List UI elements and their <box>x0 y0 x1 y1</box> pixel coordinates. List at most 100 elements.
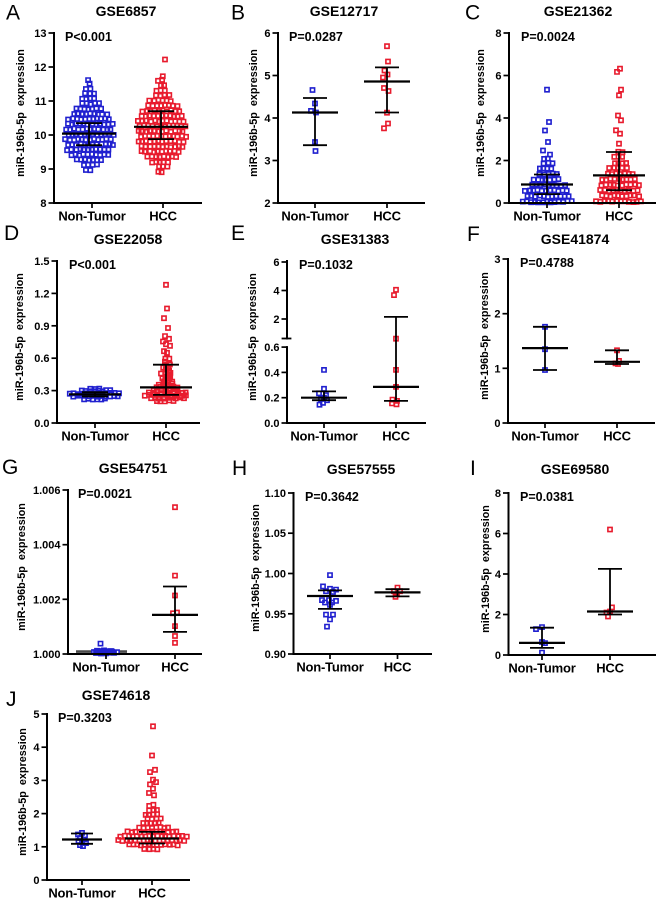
svg-text:miR-196b-5p expression: miR-196b-5p expression <box>17 728 29 856</box>
svg-text:C: C <box>465 2 480 25</box>
svg-text:Non-Tumor: Non-Tumor <box>48 886 115 900</box>
svg-text:HCC: HCC <box>603 429 631 444</box>
svg-text:Non-Tumor: Non-Tumor <box>72 660 139 675</box>
svg-text:4: 4 <box>495 113 502 125</box>
svg-text:4: 4 <box>33 742 40 754</box>
svg-text:P=0.3642: P=0.3642 <box>305 490 359 504</box>
svg-text:P=0.0381: P=0.0381 <box>520 490 574 504</box>
svg-text:HCC: HCC <box>152 429 180 444</box>
svg-text:GSE21362: GSE21362 <box>544 3 613 19</box>
svg-text:miR-196b-5p expression: miR-196b-5p expression <box>479 272 491 400</box>
svg-text:HCC: HCC <box>384 660 412 675</box>
svg-text:6: 6 <box>495 71 501 83</box>
svg-text:Non-Tumor: Non-Tumor <box>58 209 125 224</box>
svg-text:GSE69580: GSE69580 <box>541 461 610 477</box>
svg-text:0: 0 <box>495 650 501 662</box>
svg-text:miR-196b-5p expression: miR-196b-5p expression <box>14 273 26 401</box>
svg-text:miR-196b-5p expression: miR-196b-5p expression <box>480 505 492 633</box>
svg-text:6: 6 <box>495 529 501 541</box>
svg-text:4: 4 <box>264 113 271 125</box>
svg-text:miR-196b-5p expression: miR-196b-5p expression <box>248 49 260 177</box>
svg-text:GSE41874: GSE41874 <box>541 231 610 247</box>
svg-text:GSE31383: GSE31383 <box>321 231 390 247</box>
svg-text:HCC: HCC <box>596 661 624 676</box>
svg-text:HCC: HCC <box>382 429 410 444</box>
svg-text:Non-Tumor: Non-Tumor <box>508 661 575 676</box>
svg-text:6: 6 <box>273 257 279 269</box>
svg-text:5: 5 <box>33 709 39 721</box>
svg-text:HCC: HCC <box>149 209 177 224</box>
svg-text:12: 12 <box>34 62 46 74</box>
svg-text:B: B <box>231 2 245 25</box>
svg-text:1.002: 1.002 <box>33 594 61 606</box>
svg-text:miR-196b-5p expression: miR-196b-5p expression <box>16 503 28 631</box>
svg-text:1.05: 1.05 <box>265 528 286 540</box>
svg-text:2: 2 <box>495 156 501 168</box>
svg-text:1.10: 1.10 <box>265 488 286 500</box>
svg-text:9: 9 <box>40 164 46 176</box>
svg-text:E: E <box>231 222 245 245</box>
svg-text:G: G <box>2 456 18 479</box>
svg-text:miR-196b-5p expression: miR-196b-5p expression <box>247 273 259 401</box>
svg-text:Non-Tumor: Non-Tumor <box>296 660 363 675</box>
svg-text:1.5: 1.5 <box>34 256 49 268</box>
svg-text:Non-Tumor: Non-Tumor <box>290 429 357 444</box>
svg-text:HCC: HCC <box>605 209 633 224</box>
svg-text:0.3: 0.3 <box>34 386 49 398</box>
svg-text:0: 0 <box>33 875 39 887</box>
svg-text:Non-Tumor: Non-Tumor <box>511 429 578 444</box>
svg-text:GSE54751: GSE54751 <box>99 460 168 476</box>
svg-text:0.90: 0.90 <box>265 649 286 661</box>
svg-text:P<0.001: P<0.001 <box>69 258 116 272</box>
svg-text:8: 8 <box>40 198 46 210</box>
svg-text:0.2: 0.2 <box>264 393 279 405</box>
svg-text:miR-196b-5p expression: miR-196b-5p expression <box>475 49 487 177</box>
svg-text:4: 4 <box>495 569 502 581</box>
svg-text:1.000: 1.000 <box>33 649 61 661</box>
svg-text:A: A <box>6 2 20 25</box>
svg-text:1.004: 1.004 <box>33 540 61 552</box>
svg-text:P=0.3203: P=0.3203 <box>58 711 112 725</box>
svg-text:P=0.0024: P=0.0024 <box>521 30 575 44</box>
svg-text:10: 10 <box>34 130 46 142</box>
svg-text:1: 1 <box>33 842 39 854</box>
svg-text:F: F <box>467 223 480 246</box>
svg-text:11: 11 <box>35 96 47 108</box>
svg-text:Non-Tumor: Non-Tumor <box>281 209 348 224</box>
svg-text:P=0.1032: P=0.1032 <box>299 258 353 272</box>
svg-text:2: 2 <box>273 314 279 326</box>
svg-text:8: 8 <box>495 28 501 40</box>
svg-text:13: 13 <box>34 28 46 40</box>
svg-text:miR-196b-5p expression: miR-196b-5p expression <box>250 504 262 632</box>
svg-text:D: D <box>4 222 19 245</box>
svg-text:1.00: 1.00 <box>265 569 286 581</box>
svg-text:I: I <box>470 457 476 480</box>
svg-text:GSE12717: GSE12717 <box>310 3 379 19</box>
svg-text:GSE22058: GSE22058 <box>94 231 163 247</box>
svg-text:3: 3 <box>494 254 500 266</box>
svg-text:5: 5 <box>264 71 270 83</box>
svg-text:GSE6857: GSE6857 <box>96 3 157 19</box>
svg-text:2: 2 <box>494 309 500 321</box>
svg-text:P=0.0287: P=0.0287 <box>289 30 343 44</box>
svg-text:0.6: 0.6 <box>264 342 279 354</box>
svg-text:H: H <box>232 457 247 480</box>
svg-text:P=0.4788: P=0.4788 <box>520 256 574 270</box>
svg-text:2: 2 <box>33 809 39 821</box>
svg-text:4: 4 <box>273 286 280 298</box>
svg-text:0.9: 0.9 <box>34 321 49 333</box>
svg-text:HCC: HCC <box>161 660 189 675</box>
svg-text:1.006: 1.006 <box>33 485 61 497</box>
svg-text:HCC: HCC <box>138 886 166 900</box>
svg-text:3: 3 <box>33 775 39 787</box>
svg-text:0.95: 0.95 <box>265 609 286 621</box>
svg-text:GSE57555: GSE57555 <box>327 461 396 477</box>
svg-text:GSE74618: GSE74618 <box>82 687 151 703</box>
svg-text:2: 2 <box>264 198 270 210</box>
svg-text:0: 0 <box>494 418 500 430</box>
svg-text:3: 3 <box>264 156 270 168</box>
svg-text:1.2: 1.2 <box>34 288 49 300</box>
svg-text:Non-Tumor: Non-Tumor <box>61 429 128 444</box>
svg-text:6: 6 <box>264 28 270 40</box>
svg-text:J: J <box>6 688 17 711</box>
